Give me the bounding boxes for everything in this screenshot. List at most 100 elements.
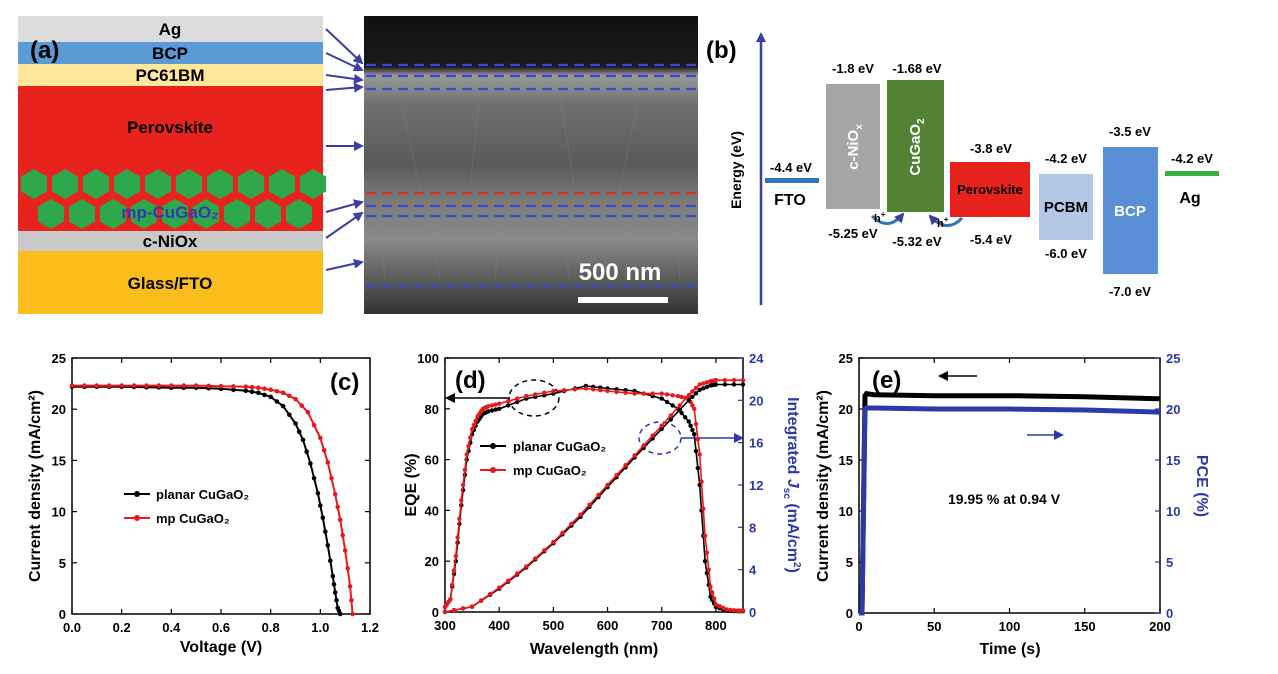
y2-tick-label: 12	[749, 478, 763, 493]
legend-c: planar CuGaO₂ mp CuGaO₂	[124, 487, 249, 526]
data-point	[560, 530, 565, 536]
data-point	[690, 394, 695, 399]
data-point	[451, 608, 457, 613]
data-point	[533, 392, 538, 397]
y-tick-label: 80	[425, 402, 439, 417]
cugao2-bottom: -5.32 eV	[892, 234, 941, 249]
x-tick-label: 500	[543, 618, 565, 633]
data-point	[299, 403, 305, 408]
data-point	[659, 423, 664, 428]
data-point	[679, 394, 684, 400]
x-axis-title-e: Time (s)	[979, 641, 1040, 658]
data-point	[713, 378, 719, 383]
data-point	[515, 399, 520, 405]
data-point	[262, 392, 267, 398]
data-point	[668, 417, 673, 422]
grain	[300, 169, 326, 199]
data-point	[724, 607, 729, 612]
data-point	[311, 476, 317, 481]
y-tick-label: 25	[839, 351, 853, 366]
y-tick-label: 10	[52, 505, 66, 520]
x-tick-label: 1.2	[361, 620, 379, 635]
data-point	[677, 407, 682, 413]
y-axis-title-e: Current density (mA/cm²)	[815, 390, 832, 582]
data-point	[156, 383, 162, 388]
grain	[176, 169, 202, 199]
grain	[145, 169, 171, 199]
data-point	[466, 443, 471, 449]
x-tick-label: 300	[434, 618, 456, 633]
data-point	[255, 390, 261, 396]
data-point	[690, 427, 695, 433]
x-tick-label: 150	[1074, 619, 1096, 634]
grain	[162, 199, 188, 229]
legend-d: planar CuGaO₂ mp CuGaO₂	[480, 439, 606, 478]
data-point	[717, 603, 722, 609]
data-point	[493, 407, 498, 412]
data-point	[349, 597, 354, 603]
series-line-1	[859, 405, 1161, 616]
layer-ag	[18, 16, 323, 42]
sem-texture	[379, 89, 681, 281]
data-point	[471, 422, 477, 428]
data-point	[287, 412, 292, 418]
data-point	[497, 406, 502, 411]
data-point	[331, 582, 337, 587]
plot-frame-c	[71, 357, 371, 615]
layer-label-ag: Ag	[159, 20, 182, 39]
data-point	[686, 419, 691, 424]
data-point	[337, 611, 343, 617]
data-point	[329, 476, 334, 481]
data-point	[695, 437, 700, 442]
perovskite-bottom: -5.4 eV	[970, 232, 1012, 247]
x-tick-label: 400	[488, 618, 510, 633]
data-point	[337, 517, 343, 523]
data-point	[325, 543, 331, 548]
legend-label-mp-d: mp CuGaO₂	[513, 463, 587, 478]
y2-tick-label: 0	[749, 605, 756, 620]
y2-tick-label: 10	[1166, 504, 1180, 519]
bcp-top: -3.5 eV	[1109, 124, 1151, 139]
data-point	[94, 383, 100, 388]
legend-label-planar-d: planar CuGaO₂	[513, 439, 606, 454]
data-point	[740, 608, 746, 613]
data-point	[328, 558, 333, 564]
x-tick-label: 50	[927, 619, 941, 634]
data-point	[268, 394, 274, 400]
data-point	[464, 452, 469, 457]
layer-arrows	[325, 28, 364, 271]
stability-annotation: 19.95 % at 0.94 V	[948, 491, 1061, 507]
data-point	[702, 559, 708, 564]
data-point	[632, 391, 637, 396]
data-point	[720, 605, 726, 610]
data-point	[664, 399, 670, 405]
data-point	[572, 387, 578, 392]
layer-label-mp-cugao2: mp-CuGaO₂	[121, 203, 218, 222]
data-point	[506, 399, 511, 404]
data-point	[457, 516, 462, 522]
data-point	[451, 568, 457, 573]
data-point	[693, 421, 699, 427]
data-point	[670, 403, 675, 408]
x-tick-label: 200	[1149, 619, 1171, 634]
data-point	[473, 418, 478, 423]
niox-box	[826, 84, 880, 209]
data-point	[711, 596, 717, 601]
data-point	[69, 383, 75, 388]
y2-tick-label: 24	[749, 351, 764, 366]
data-point	[598, 388, 603, 393]
grain	[100, 199, 126, 229]
data-point	[614, 389, 619, 395]
data-point	[623, 390, 628, 395]
data-point	[731, 378, 737, 383]
hole-transfer-arrow-1	[870, 212, 905, 225]
data-point	[347, 584, 353, 589]
cugao2-top: -1.68 eV	[892, 61, 941, 76]
data-point	[243, 388, 249, 394]
data-point	[144, 383, 149, 388]
data-point	[524, 564, 529, 569]
data-point	[697, 482, 702, 488]
pcbm-top: -4.2 eV	[1045, 151, 1087, 166]
panel-label-a: (a)	[30, 37, 59, 64]
data-point	[713, 602, 719, 607]
